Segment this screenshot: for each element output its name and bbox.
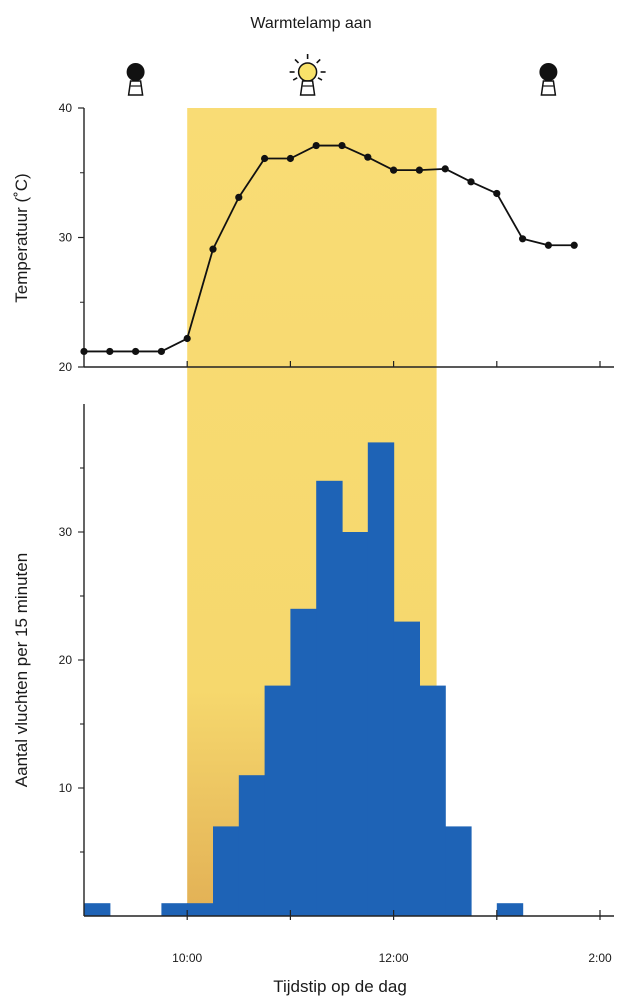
flights-panel: 10 20 30 10:00 12:00 2:00	[59, 404, 614, 965]
temperature-axis-label: Temperatuur (˚C)	[12, 173, 31, 302]
temperature-point	[544, 241, 553, 249]
temperature-point	[415, 166, 423, 174]
temperature-point	[235, 193, 243, 201]
temperature-point	[80, 347, 88, 356]
temperature-y-tick-label: 30	[59, 231, 73, 245]
flight-bar	[316, 480, 343, 916]
lamp-off-icon	[539, 63, 558, 96]
lamp-base	[299, 80, 316, 96]
flights-x-tick-label: 12:00	[379, 951, 409, 965]
flights-x-tick-label: 2:00	[588, 951, 612, 965]
flight-bar	[367, 442, 395, 916]
temperature-point	[312, 141, 320, 150]
flight-bar	[213, 826, 240, 916]
flight-bar	[419, 685, 446, 916]
temperature-point	[106, 347, 114, 356]
lamp-ray	[317, 77, 323, 81]
lamp-annotation: Warmtelamp aan	[250, 15, 371, 32]
flight-bar	[264, 685, 291, 916]
lamp-off-icon	[126, 63, 145, 96]
flight-bar	[238, 775, 266, 916]
temperature-point	[570, 241, 578, 249]
lamp-ray	[292, 77, 298, 81]
temperature-point	[286, 154, 294, 163]
flight-bar	[342, 532, 369, 916]
flight-bar	[445, 826, 472, 916]
flights-y-tick-label: 10	[59, 781, 73, 795]
temperature-point	[338, 141, 346, 150]
time-axis-label: Tijdstip op de dag	[273, 977, 407, 996]
flight-bar	[496, 903, 524, 916]
flights-axis-label: Aantal vluchten per 15 minuten	[12, 553, 31, 787]
temperature-panel: 40 30 20	[59, 101, 614, 374]
flight-bar	[187, 903, 214, 916]
lamp-base	[540, 80, 557, 96]
lamp-ray	[316, 58, 321, 64]
temperature-point	[261, 154, 269, 163]
flight-bar	[393, 621, 420, 916]
temperature-point	[390, 166, 398, 174]
flight-bar	[161, 903, 188, 916]
temperature-point	[493, 189, 501, 198]
lamp-ray	[294, 58, 300, 64]
lamp-bulb	[297, 62, 318, 82]
temperature-point	[183, 334, 191, 343]
temperature-point	[209, 245, 217, 253]
flights-y-tick-label: 20	[59, 653, 73, 667]
temperature-y-tick-label: 40	[59, 101, 73, 115]
lamp-bulb	[126, 63, 145, 81]
lamp-base	[127, 80, 144, 96]
lamp-bulb	[539, 63, 558, 81]
temperature-y-tick-label: 20	[59, 360, 73, 374]
temperature-line	[84, 144, 575, 353]
temperature-point	[519, 235, 527, 243]
temperature-point	[132, 347, 140, 356]
temperature-point	[157, 347, 165, 356]
flights-y-tick-label: 30	[59, 525, 73, 539]
flights-x-tick-label: 10:00	[172, 951, 202, 965]
flight-bar	[84, 903, 111, 916]
temperature-point	[467, 178, 475, 186]
lamp-icons	[126, 54, 558, 96]
flight-bar	[290, 608, 317, 916]
temperature-point	[364, 153, 372, 161]
temperature-point	[441, 165, 449, 173]
lamp-on-icon	[289, 54, 326, 96]
